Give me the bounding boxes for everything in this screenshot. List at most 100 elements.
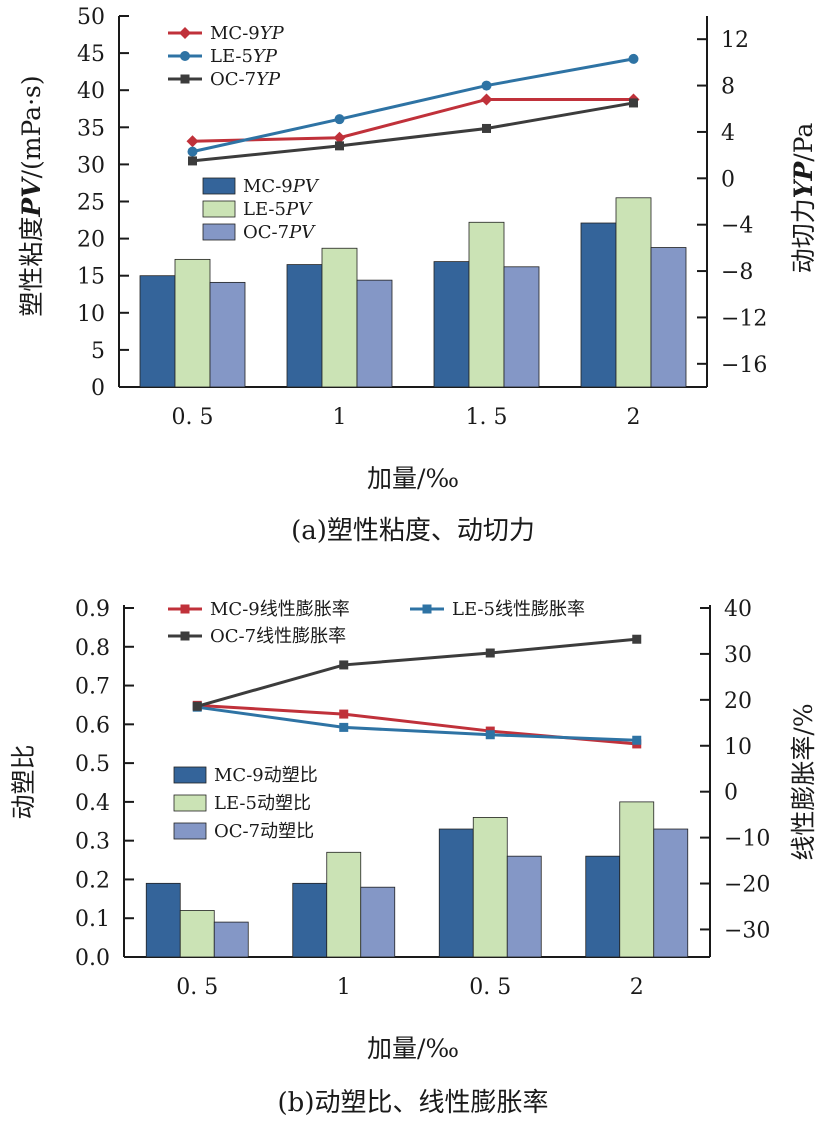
a-legend-line-label-italic-2: YP: [256, 69, 281, 90]
a-left-tick-label-5: 25: [77, 191, 105, 216]
a-line-point-0-0: [186, 135, 199, 148]
b-legend-bar-swatch-1: [173, 794, 207, 812]
b-left-tick-label-0: 0.0: [75, 946, 110, 971]
a-legend-line-label-0: MC-9YP: [210, 23, 285, 44]
a-line-series-2: [192, 101, 634, 163]
a-line-point-0-2: [480, 93, 493, 106]
a-bar-oc-7-2-3: [650, 247, 687, 388]
a-right-tick-label-7: −16: [721, 353, 767, 378]
b-x-tick-label-3: 2: [630, 975, 644, 1000]
a-line-point-1-2: [481, 80, 492, 91]
b-left-tick-label-7: 0.7: [75, 675, 110, 700]
a-legend-bar-label-italic-2: PV: [288, 222, 316, 243]
a-legend-line-label-italic-1: YP: [253, 46, 278, 67]
b-legend-bar-label-1: LE-5动塑比: [214, 793, 311, 814]
a-legend-line-marker-0: [179, 27, 191, 39]
a-bar-le-5-1-0: [174, 258, 211, 388]
a-right-tick-label-2: 4: [721, 121, 735, 146]
chart-b-caption: (b)动塑比、线性膨胀率: [278, 1088, 549, 1118]
a-legend-line-marker-2: [180, 74, 190, 84]
a-bar-le-5-1-2: [468, 221, 505, 388]
chart-a-x-ticks: 0. 5 1 1. 5 2: [172, 405, 641, 430]
b-line-point-1-1: [339, 722, 349, 732]
b-bar-le-5-1-0: [179, 910, 215, 958]
b-legend-line-marker-2: [180, 631, 190, 641]
b-line-point-0-1: [339, 709, 349, 719]
a-line-point-0-1: [333, 131, 346, 144]
chart-a-ylabel-left-italic: PV: [17, 176, 46, 218]
a-left-tick-label-6: 30: [77, 153, 105, 178]
b-left-tick-label-9: 0.9: [75, 597, 110, 622]
b-bar-mc-9-0-3: [585, 855, 621, 958]
a-line-series-1: [192, 57, 634, 154]
chart-b-legend-bars: MC-9动塑比 LE-5动塑比 OC-7动塑比: [173, 765, 318, 842]
a-legend-line-label-italic-0: YP: [260, 23, 285, 44]
a-x-tick-label-2: 1. 5: [466, 405, 508, 430]
chart-b-left-ticks: 0.0 0.1 0.2 0.3 0.4 0.5 0.6 0.7 0.8 0.9: [75, 597, 134, 971]
a-right-tick-label-3: 0: [721, 167, 735, 192]
a-right-tick-label-6: −12: [721, 306, 767, 331]
a-legend-bar-label-plain-1: LE-5: [243, 199, 286, 220]
chart-a-caption: (a)塑性粘度、动切力: [291, 516, 535, 546]
a-legend-line-marker-1: [180, 51, 190, 61]
b-right-tick-label-3: 10: [724, 735, 752, 760]
a-line-point-1-0: [187, 146, 198, 157]
b-bar-mc-9-0-0: [145, 882, 181, 958]
b-bar-oc-7-2-2: [506, 855, 542, 958]
a-left-tick-label-9: 45: [77, 42, 105, 67]
b-left-tick-label-3: 0.3: [75, 830, 110, 855]
a-legend-line-label-2: OC-7YP: [210, 69, 281, 90]
a-line-point-2-3: [629, 98, 638, 108]
b-line-series-1: [197, 705, 637, 742]
a-line-point-1-3: [628, 53, 639, 64]
a-line-point-2-0: [188, 156, 197, 166]
a-legend-bar-swatch-0: [202, 177, 236, 195]
b-right-tick-label-7: −30: [724, 918, 770, 943]
b-left-tick-label-1: 0.1: [75, 907, 110, 932]
chart-b-x-ticks: 0. 5 1 0. 5 2: [176, 975, 643, 1000]
a-legend-line-label-plain-2: OC-7: [210, 69, 256, 90]
a-line-point-2-2: [482, 123, 491, 133]
b-legend-bar-swatch-2: [173, 822, 207, 840]
b-bar-oc-7-2-3: [653, 828, 689, 958]
chart-a-ylabel-right: 动切力YP/Pa: [789, 123, 818, 274]
b-x-tick-label-0: 0. 5: [176, 975, 218, 1000]
a-right-tick-label-0: 12: [721, 28, 749, 53]
b-line-series-2: [196, 637, 637, 708]
a-legend-line-label-plain-1: LE-5: [210, 46, 253, 67]
a-bar-le-5-1-3: [615, 197, 652, 388]
a-bar-mc-9-0-2: [433, 261, 470, 388]
a-legend-line-label-1: LE-5YP: [210, 46, 278, 67]
a-left-tick-label-4: 20: [77, 228, 105, 253]
a-legend-bar-label-plain-2: OC-7: [243, 222, 289, 243]
b-legend-bar-label-2: OC-7动塑比: [214, 821, 314, 842]
b-legend-line-label-1: LE-5线性膨胀率: [452, 599, 585, 620]
b-bar-oc-7-2-0: [213, 921, 249, 958]
b-bar-mc-9-0-1: [292, 882, 328, 958]
b-right-tick-label-6: −20: [724, 873, 770, 898]
a-bar-oc-7-2-0: [209, 281, 246, 388]
b-left-tick-label-2: 0.2: [75, 868, 110, 893]
b-x-tick-label-2: 0. 5: [469, 975, 511, 1000]
a-bar-mc-9-0-0: [139, 275, 176, 388]
chart-b-ylabel-right: 线性膨胀率/%: [789, 703, 818, 860]
chart-b-right-ticks: 40 30 20 10 0 −10 −20 −30: [700, 597, 770, 943]
chart-a-left-ticks: 0 5 10 15 20 25 30 35 40 45 50: [77, 5, 129, 401]
chart-a-ylabel-right-unit: /Pa: [789, 123, 818, 162]
a-left-tick-label-0: 0: [91, 376, 105, 401]
chart-a-bars: [139, 197, 687, 388]
b-right-tick-label-4: 0: [724, 781, 738, 806]
chart-a-right-ticks: 12 8 4 0 −4 −8 −12 −16: [697, 28, 767, 378]
a-legend-line-label-plain-0: MC-9: [210, 23, 260, 44]
b-legend-bar-swatch-0: [173, 766, 207, 784]
chart-b-xlabel: 加量/‰: [367, 1034, 459, 1063]
b-left-tick-label-6: 0.6: [75, 713, 110, 738]
a-bar-mc-9-0-1: [286, 264, 323, 388]
a-x-tick-label-3: 2: [627, 405, 641, 430]
chart-a-ylabel-left-unit: /(mPa·s): [17, 75, 46, 178]
a-legend-bar-label-1: LE-5PV: [243, 199, 313, 220]
chart-a-ylabel-right-italic: YP: [789, 160, 818, 198]
b-right-tick-label-0: 40: [724, 597, 752, 622]
chart-b-ylabel-left: 动塑比: [9, 744, 38, 819]
